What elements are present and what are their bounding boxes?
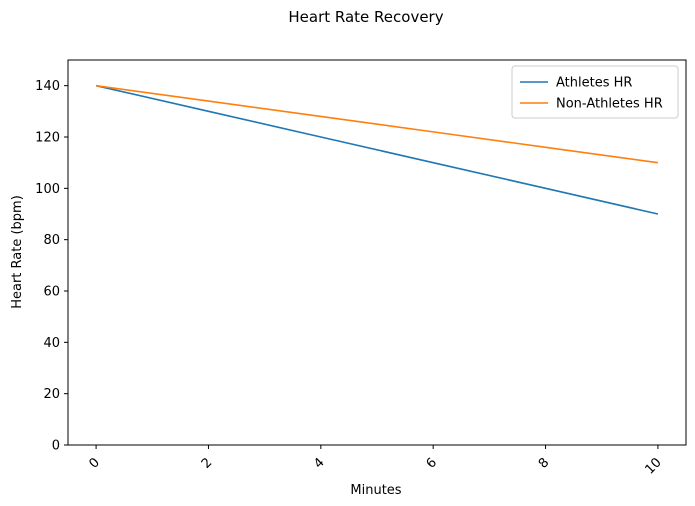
y-tick-label: 140 [35, 79, 60, 94]
legend-box [511, 65, 679, 119]
y-tick-label: 0 [52, 439, 60, 454]
x-axis-label: Minutes [350, 483, 401, 498]
y-tick-label: 100 [35, 182, 60, 197]
y-tick-label: 40 [43, 336, 60, 351]
y-tick-label: 80 [43, 233, 60, 248]
legend: Athletes HR Non-Athletes HR [511, 65, 679, 119]
y-tick-label: 120 [35, 131, 60, 146]
chart-title: Heart Rate Recovery [288, 8, 443, 26]
legend-label-1: Non-Athletes HR [556, 97, 663, 112]
plot-frame [67, 59, 687, 446]
x-tick-label: 0 [86, 455, 102, 471]
y-axis-label: Heart Rate (bpm) [10, 195, 25, 309]
plot-area [95, 84, 659, 215]
x-tick-label: 2 [199, 455, 215, 471]
x-tick-label: 6 [424, 455, 440, 471]
series-line-1 [95, 84, 659, 164]
legend-label-0: Athletes HR [556, 76, 632, 91]
y-tick-label: 60 [43, 285, 60, 300]
y-tick-label: 20 [43, 387, 60, 402]
x-tick-label: 8 [536, 455, 552, 471]
x-tick-label: 10 [642, 455, 664, 477]
series-line-0 [95, 84, 659, 215]
x-tick-label: 4 [311, 455, 327, 471]
